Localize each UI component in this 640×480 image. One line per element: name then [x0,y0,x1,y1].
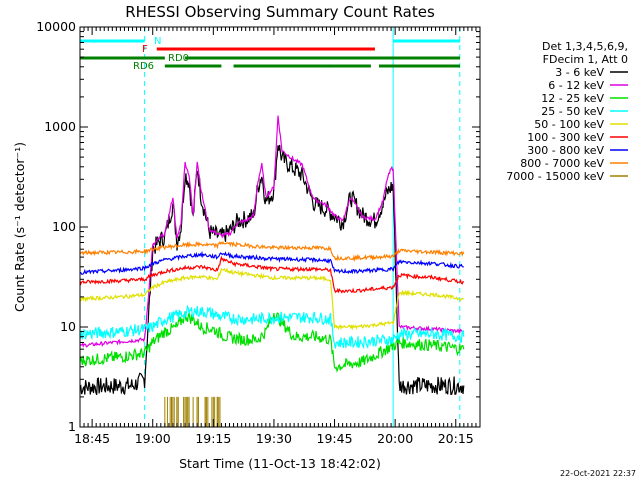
x-tick-label: 19:30 [256,431,292,446]
footer-timestamp: 22-Oct-2021 22:37 [560,469,636,478]
legend-entry-label: 12 - 25 keV [541,92,604,105]
x-tick-label: 19:15 [195,431,231,446]
legend-entry-label: 7000 - 15000 keV [506,170,604,183]
series-line-300-800-kev [79,250,464,275]
flag-label-f: F [142,44,148,55]
series-line-800-7000-kev [79,240,465,263]
y-axis-label: Count Rate (s⁻¹ detector⁻¹) [12,142,27,312]
series-line-6-12-kev [79,115,464,348]
chart-title: RHESSI Observing Summary Count Rates [125,3,435,21]
legend-entry-label: 100 - 300 keV [527,131,604,144]
legend-entry-label: 50 - 100 keV [534,118,604,131]
x-tick-label: 20:00 [377,431,413,446]
legend-header-line: FDecim 1, Att 0 [543,53,628,66]
legend-entry-label: 800 - 7000 keV [520,157,604,170]
legend-entry-label: 3 - 6 keV [555,66,604,79]
flag-label-rd6: RD6 [133,61,154,72]
legend-entry-label: 300 - 800 keV [527,144,604,157]
legend-header-line: Det 1,3,4,5,6,9, [542,40,628,53]
y-tick-label: 1000 [44,119,76,134]
x-axis: 18:45 19:00 19:15 19:30 19:45 20:00 20:15 [74,27,481,446]
series-line-50-100-kev [79,267,465,331]
y-tick-label: 100 [52,219,76,234]
series-line-100-300-kev [79,255,465,294]
legend-entry-label: 6 - 12 keV [548,79,604,92]
y-tick-label: 10 [60,319,76,334]
flag-label-rd0: RD0 [168,53,189,64]
legend-entry-label: 25 - 50 keV [541,105,604,118]
flag-label-n: N [154,36,161,47]
x-tick-label: 19:00 [135,431,171,446]
x-tick-label: 19:45 [317,431,353,446]
plot-area: NF RD0 RD6 [79,27,465,427]
series-line-3-6-kev [79,144,465,396]
x-tick-label: 20:15 [438,431,474,446]
x-tick-label: 18:45 [74,431,110,446]
x-axis-label: Start Time (11-Oct-13 18:42:02) [179,456,381,471]
y-tick-label: 10000 [36,19,76,34]
legend: Det 1,3,4,5,6,9,FDecim 1, Att 03 - 6 keV… [506,40,628,183]
y-axis: 1 10 100 1000 10000 [36,19,480,434]
y-tick-label: 1 [68,419,76,434]
series-7000-15000-kev [164,396,221,427]
series-line-25-50-kev [79,304,465,350]
